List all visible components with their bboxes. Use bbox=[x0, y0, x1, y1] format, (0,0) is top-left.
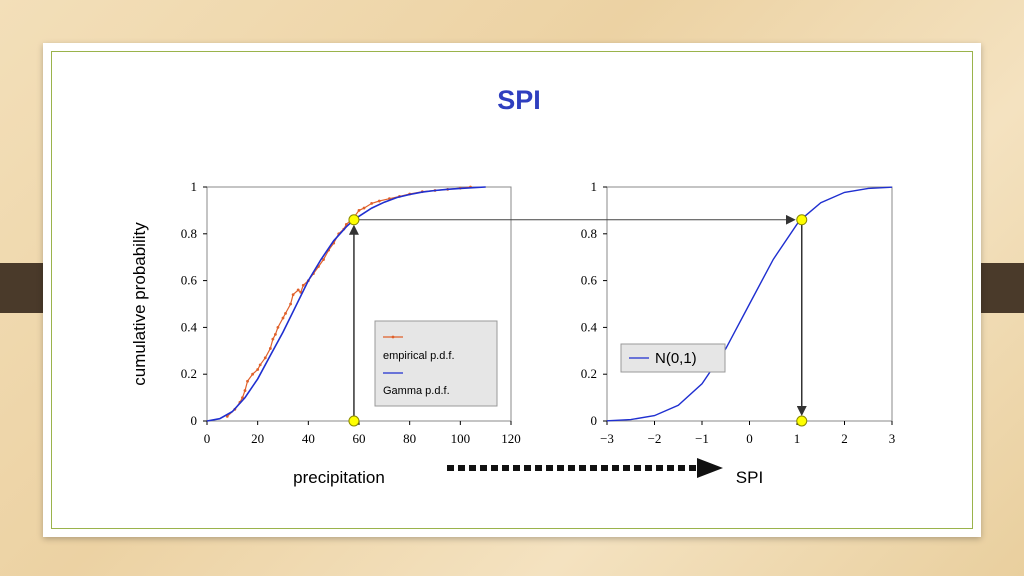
highlight-marker bbox=[348, 415, 360, 427]
slide: SPI 0 20 40 60 80 100 120 0 0.2 0.4 0.6 0.8 1 precipi… bbox=[43, 43, 981, 537]
figure-panel: SPI 0 20 40 60 80 100 120 0 0.2 0.4 0.6 0.8 1 precipi… bbox=[97, 76, 942, 496]
y-tick-label: 0 bbox=[191, 413, 198, 428]
slide-border bbox=[51, 51, 973, 529]
empirical-point bbox=[274, 333, 277, 336]
highlight-marker bbox=[796, 214, 808, 226]
x-tick-label: 2 bbox=[841, 431, 848, 446]
spi-normal-cdf-chart: −3 −2 −1 0 1 2 3 0 0.2 0.4 0.6 0.8 1 SPI N(0,1) bbox=[581, 179, 896, 487]
x-tick-label: −1 bbox=[695, 431, 709, 446]
legend-entry-normal: N(0,1) bbox=[655, 350, 697, 367]
empirical-point bbox=[268, 347, 272, 350]
highlight-marker bbox=[348, 214, 360, 226]
empirical-point bbox=[284, 311, 287, 315]
empirical-point bbox=[241, 396, 244, 399]
y-tick-label: 0.8 bbox=[181, 226, 197, 241]
y-tick-label: 0.4 bbox=[181, 319, 198, 334]
figure-title: SPI bbox=[497, 85, 541, 115]
y-tick-label: 0.8 bbox=[581, 226, 597, 241]
legend-swatch-empirical-point bbox=[391, 335, 395, 339]
process-dashed-arrow-head bbox=[697, 458, 723, 478]
normal-cdf-line bbox=[606, 186, 893, 422]
empirical-point bbox=[263, 356, 267, 360]
precipitation-cdf-chart: 0 20 40 60 80 100 120 0 0.2 0.4 0.6 0.8 1 precipitati… bbox=[130, 179, 521, 487]
empirical-point bbox=[296, 288, 300, 292]
x-tick-label: 60 bbox=[353, 431, 366, 446]
y-tick-label: 0.4 bbox=[581, 319, 598, 334]
legend-box bbox=[374, 320, 498, 407]
empirical-point bbox=[362, 206, 366, 210]
empirical-point bbox=[377, 199, 381, 203]
y-tick-label: 0.6 bbox=[581, 273, 598, 288]
x-tick-label: 120 bbox=[501, 431, 521, 446]
x-tick-label: 40 bbox=[302, 431, 315, 446]
empirical-point bbox=[357, 209, 361, 212]
y-axis-label: cumulative probability bbox=[130, 222, 149, 386]
y-tick-label: 0.2 bbox=[581, 366, 597, 381]
highlight-marker bbox=[796, 415, 808, 427]
y-tick-label: 0.6 bbox=[181, 273, 198, 288]
empirical-point bbox=[243, 389, 247, 392]
y-tick-label: 0.2 bbox=[181, 366, 197, 381]
x-axis-label: precipitation bbox=[293, 468, 385, 487]
x-tick-label: 20 bbox=[251, 431, 264, 446]
x-tick-label: 0 bbox=[204, 431, 211, 446]
empirical-point bbox=[258, 363, 262, 367]
x-tick-label: −2 bbox=[648, 431, 662, 446]
empirical-point bbox=[246, 379, 249, 383]
y-tick-label: 0 bbox=[591, 413, 598, 428]
x-tick-label: −3 bbox=[600, 431, 614, 446]
empirical-point bbox=[271, 337, 275, 341]
x-axis-label: SPI bbox=[736, 468, 763, 487]
y-tick-label: 1 bbox=[591, 179, 598, 194]
empirical-point bbox=[276, 326, 280, 329]
spi-figure: SPI 0 20 40 60 80 100 12000.20.40.60.81precipi… bbox=[130, 85, 896, 487]
x-tick-label: 3 bbox=[889, 431, 896, 446]
empirical-point bbox=[251, 372, 255, 376]
empirical-point bbox=[301, 283, 305, 287]
transform-overlay bbox=[348, 214, 808, 478]
y-tick-label: 1 bbox=[191, 179, 198, 194]
empirical-point bbox=[281, 316, 285, 320]
x-tick-label: 100 bbox=[451, 431, 471, 446]
legend-entry-gamma: Gamma p.d.f. bbox=[383, 385, 450, 397]
empirical-point bbox=[322, 258, 325, 261]
x-tick-label: 0 bbox=[746, 431, 753, 446]
empirical-point bbox=[289, 302, 292, 306]
empirical-point bbox=[256, 368, 260, 371]
legend-entry-empirical: empirical p.d.f. bbox=[383, 350, 455, 362]
empirical-point bbox=[291, 293, 295, 297]
x-tick-label: 1 bbox=[794, 431, 801, 446]
x-tick-label: 80 bbox=[403, 431, 416, 446]
empirical-point bbox=[370, 201, 374, 205]
